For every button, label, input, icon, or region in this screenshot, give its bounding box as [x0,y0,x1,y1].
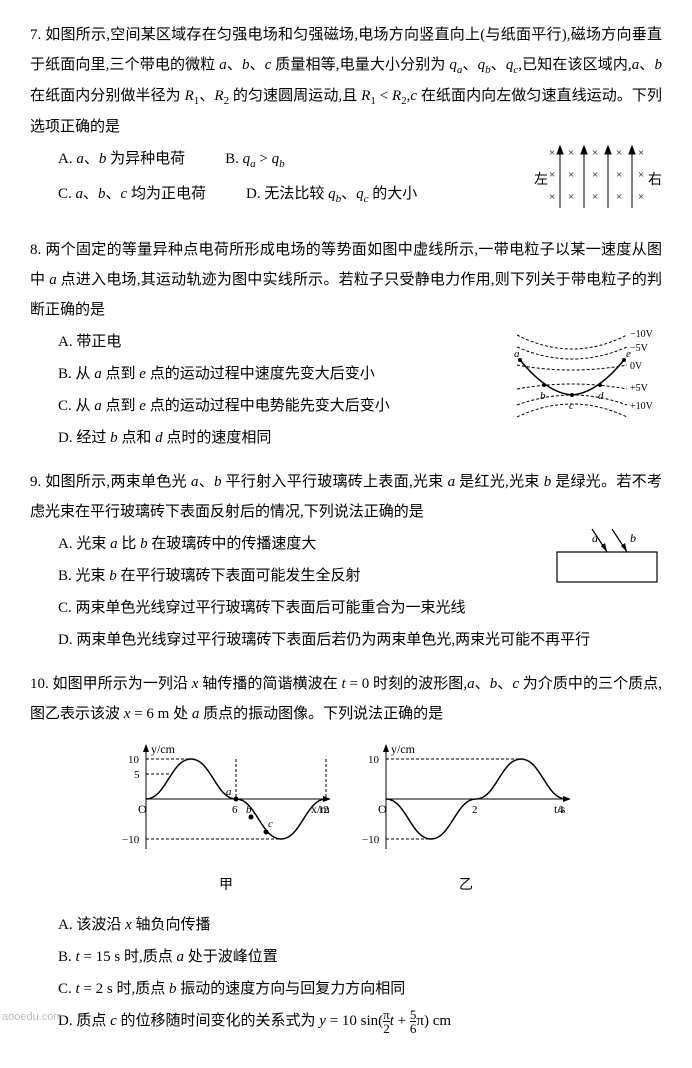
svg-text:0V: 0V [630,361,643,372]
svg-text:6: 6 [232,804,238,816]
svg-text:×: × [549,191,555,203]
q7-opt-d: D. 无法比较 qb、qc 的大小 [246,179,417,210]
question-8: 8. 两个固定的等量异种点电荷所形成电场的等势面如图中虚线所示,一带电粒子以某一… [30,235,662,455]
question-7: 7. 如图所示,空间某区域存在匀强电场和匀强磁场,电场方向竖直向上(与纸面平行)… [30,20,662,223]
svg-text:b: b [540,390,546,402]
q9-figure: a b [552,527,662,598]
svg-text:c: c [569,400,574,412]
q7-opt-a: A. a、b 为异种电荷 [58,144,185,175]
svg-text:a: a [514,348,520,360]
q8-text: 8. 两个固定的等量异种点电荷所形成电场的等势面如图中虚线所示,一带电粒子以某一… [30,235,662,325]
svg-text:×: × [638,147,644,159]
svg-text:×: × [592,147,598,159]
svg-text:×: × [568,169,574,181]
svg-text:y/cm: y/cm [151,742,176,756]
q10-text: 10. 如图甲所示为一列沿 x 轴传播的简谐横波在 t = 0 时刻的波形图,a… [30,669,662,729]
svg-text:×: × [549,169,555,181]
q10-opt-b: B. t = 15 s 时,质点 a 处于波峰位置 [58,942,662,972]
svg-text:×: × [592,169,598,181]
svg-text:a: a [226,786,232,798]
question-9: 9. 如图所示,两束单色光 a、b 平行射入平行玻璃砖上表面,光束 a 是红光,… [30,467,662,657]
svg-text:y/cm: y/cm [391,742,416,756]
q10-opt-a: A. 该波沿 x 轴负向传播 [58,910,662,940]
svg-text:2: 2 [472,804,478,816]
svg-text:10: 10 [368,754,380,766]
svg-text:10: 10 [128,754,140,766]
question-10: 10. 如图甲所示为一列沿 x 轴传播的简谐横波在 t = 0 时刻的波形图,a… [30,669,662,1036]
svg-text:×: × [568,191,574,203]
q10-graphs: y/cm x/m 10 5 −10 6 12 a b c O 甲 y/cm [30,739,662,900]
svg-text:b: b [246,804,252,816]
q10-options: A. 该波沿 x 轴负向传播 B. t = 15 s 时,质点 a 处于波峰位置… [30,910,662,1036]
q10-graph2-caption: 乙 [356,872,576,900]
q7-text: 7. 如图所示,空间某区域存在匀强电场和匀强磁场,电场方向竖直向上(与纸面平行)… [30,20,662,142]
q7-opt-b: B. qa > qb [225,144,284,175]
svg-text:×: × [549,147,555,159]
svg-text:O: O [138,802,147,816]
q10-graph-1: y/cm x/m 10 5 −10 6 12 a b c O 甲 [116,739,336,900]
svg-text:−10: −10 [122,834,140,846]
q7-number: 7. [30,27,41,43]
q9-opt-d: D. 两束单色光线穿过平行玻璃砖下表面后若仍为两束单色光,两束光可能不再平行 [58,625,662,655]
q10-graph1-caption: 甲 [116,872,336,900]
svg-text:×: × [638,191,644,203]
svg-text:c: c [268,818,273,830]
watermark: aooedu.com [2,1006,63,1028]
q8-figure: a b c d e −10V −5V 0V +5V +10V [512,325,662,436]
svg-text:4: 4 [558,804,564,816]
svg-text:d: d [598,390,604,402]
svg-text:×: × [568,147,574,159]
svg-text:×: × [616,147,622,159]
svg-text:×: × [616,191,622,203]
q9-number: 9. [30,474,41,490]
q7-opt-c: C. a、b、c 均为正电荷 [58,179,206,210]
q7-figure: 左 右 × × × × × × × × × × × × × × × [532,142,662,223]
q7-field-diagram: 左 右 × × × × × × × × × × × × × × × [532,142,662,212]
svg-text:+10V: +10V [630,401,654,412]
svg-text:O: O [378,802,387,816]
svg-text:−5V: −5V [630,343,649,354]
q10-opt-c: C. t = 2 s 时,质点 b 振动的速度方向与回复力方向相同 [58,974,662,1004]
svg-text:右: 右 [648,172,662,188]
svg-text:12: 12 [318,804,329,816]
svg-text:b: b [630,531,636,545]
svg-text:+5V: +5V [630,383,649,394]
svg-text:5: 5 [134,769,140,781]
svg-text:×: × [638,169,644,181]
svg-text:×: × [616,169,622,181]
svg-text:a: a [592,531,598,545]
q10-opt-d: D. 质点 c 的位移随时间变化的关系式为 y = 10 sin(π2t + 5… [58,1006,662,1036]
q9-glass-diagram: a b [552,527,662,587]
svg-text:左: 左 [534,172,548,188]
svg-text:−10V: −10V [630,329,654,340]
q10-number: 10. [30,676,49,692]
q10-graph-2: y/cm t/s 10 −10 2 4 O 乙 [356,739,576,900]
svg-text:×: × [592,191,598,203]
q8-number: 8. [30,242,41,258]
q9-text: 9. 如图所示,两束单色光 a、b 平行射入平行玻璃砖上表面,光束 a 是红光,… [30,467,662,527]
q8-equipotential-diagram: a b c d e −10V −5V 0V +5V +10V [512,325,662,425]
svg-text:−10: −10 [362,834,380,846]
